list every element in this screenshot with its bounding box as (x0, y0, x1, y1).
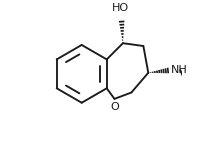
Text: O: O (111, 102, 120, 112)
Text: NH: NH (170, 65, 187, 75)
Text: HO: HO (112, 3, 129, 13)
